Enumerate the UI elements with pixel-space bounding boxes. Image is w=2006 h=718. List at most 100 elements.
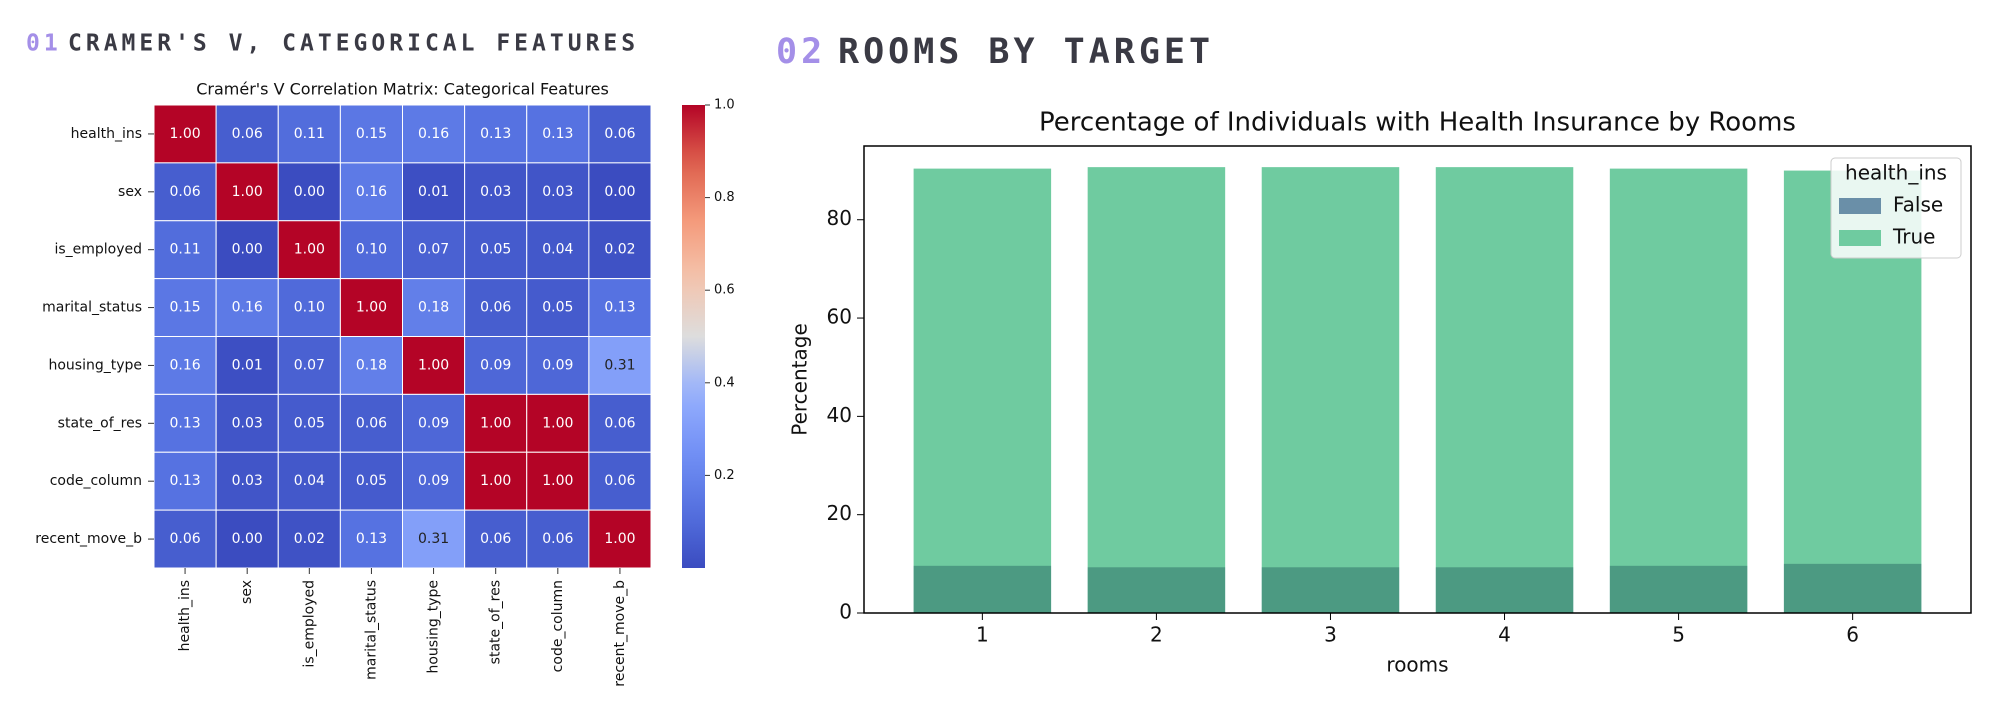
y-tick-label: 40 [827, 403, 852, 427]
colorbar-tick-label: 0.2 [714, 468, 735, 483]
x-tick-label: code_column [550, 580, 566, 672]
heatmap-cell [215, 393, 279, 453]
y-tick-label: 0 [839, 600, 852, 624]
cell-label: 0.11 [294, 126, 325, 142]
heatmap-cell [588, 104, 652, 164]
x-tick-label: 6 [1846, 623, 1859, 647]
cell-label: 0.13 [169, 415, 200, 431]
cell-label: 0.06 [480, 531, 511, 547]
bar [1609, 168, 1748, 614]
cell-label: 0.09 [480, 357, 511, 373]
cell-label: 0.15 [169, 300, 200, 316]
cell-label: 0.18 [356, 357, 387, 373]
colorbar-tick-label: 1.0 [714, 98, 735, 113]
heatmap-cell [464, 451, 528, 511]
x-tick-label: 1 [976, 623, 989, 647]
cell-label: 0.06 [169, 531, 200, 547]
x-tick-label: is_employed [301, 580, 317, 668]
bar [1087, 167, 1226, 614]
y-axis-label: Percentage [788, 323, 812, 436]
bar [1435, 567, 1574, 613]
cell-label: 0.13 [542, 126, 573, 142]
cell-label: 0.05 [480, 242, 511, 258]
legend-swatch [1839, 198, 1881, 214]
heatmap-cell [526, 278, 590, 337]
cell-label: 1.00 [232, 184, 263, 200]
heatmap-cell [402, 220, 466, 280]
heatmap-cell [402, 509, 466, 569]
heatmap-cell [277, 104, 341, 164]
y-tick-label: state_of_res [58, 415, 142, 431]
heatmap-cell [464, 393, 528, 453]
section-title: ROOMS BY TARGET [838, 32, 1214, 72]
heatmap-cell [153, 278, 217, 337]
heatmap-cell [464, 104, 528, 164]
heatmap-cell [402, 393, 466, 453]
cell-label: 0.15 [356, 126, 387, 142]
x-tick-label: 4 [1498, 623, 1511, 647]
heatmap-cell [215, 451, 279, 511]
cell-label: 1.00 [480, 415, 511, 431]
cell-label: 0.00 [604, 184, 635, 200]
bar [913, 168, 1052, 614]
heatmap-cell [464, 220, 528, 280]
cell-label: 0.00 [232, 531, 263, 547]
heatmap-cell [588, 336, 652, 395]
y-tick-label: code_column [50, 473, 142, 489]
cell-label: 0.04 [294, 473, 325, 489]
heatmap-cell [339, 336, 403, 395]
y-tick-label: marital_status [42, 300, 142, 316]
cell-label: 0.06 [542, 531, 573, 547]
cell-label: 0.06 [604, 473, 635, 489]
cell-label: 1.00 [294, 242, 325, 258]
cell-label: 0.03 [542, 184, 573, 200]
x-tick-label: 2 [1150, 623, 1163, 647]
heatmap-cell [277, 278, 341, 337]
cell-label: 0.00 [294, 184, 325, 200]
cell-label: 0.02 [294, 531, 325, 547]
bar [1609, 565, 1748, 613]
y-tick-label: housing_type [48, 357, 142, 373]
bar [1261, 567, 1400, 613]
cell-label: 0.09 [418, 473, 449, 489]
cell-label: 0.06 [604, 415, 635, 431]
cell-label: 0.03 [480, 184, 511, 200]
cell-label: 0.05 [542, 300, 573, 316]
heatmap-cell [402, 278, 466, 337]
cell-label: 0.31 [418, 531, 449, 547]
cell-label: 1.00 [604, 531, 635, 547]
y-tick-label: health_ins [71, 126, 142, 142]
cell-label: 0.16 [169, 357, 200, 373]
x-tick-label: state_of_res [488, 580, 504, 664]
x-tick-label: 5 [1672, 623, 1685, 647]
heatmap-cell [588, 509, 652, 569]
chart-title: Percentage of Individuals with Health In… [1039, 108, 1796, 138]
colorbar-tick-label: 0.8 [714, 190, 735, 205]
cell-label: 0.01 [418, 184, 449, 200]
plot-frame [863, 145, 1972, 614]
cell-label: 0.16 [356, 184, 387, 200]
cell-label: 1.00 [169, 126, 200, 142]
cell-label: 0.13 [480, 126, 511, 142]
legend-label: True [1892, 225, 1935, 249]
cell-label: 1.00 [480, 473, 511, 489]
legend-label: False [1893, 193, 1943, 217]
cell-label: 0.06 [356, 415, 387, 431]
cell-label: 0.18 [418, 300, 449, 316]
cell-label: 1.00 [542, 473, 573, 489]
x-tick-label: marital_status [363, 580, 379, 680]
cell-label: 0.06 [604, 126, 635, 142]
colorbar-tick-label: 0.4 [714, 375, 735, 390]
cell-label: 0.00 [232, 242, 263, 258]
heatmap-cell [402, 451, 466, 511]
heatmap-cell [215, 162, 279, 222]
x-tick-label: recent_move_b [612, 580, 628, 687]
heatmap-cell [588, 162, 652, 222]
bar [1435, 167, 1574, 614]
cell-label: 0.09 [542, 357, 573, 373]
cell-label: 1.00 [356, 300, 387, 316]
heatmap-cell [588, 451, 652, 511]
cell-label: 0.06 [169, 184, 200, 200]
cell-label: 0.03 [232, 473, 263, 489]
cell-label: 0.09 [418, 415, 449, 431]
